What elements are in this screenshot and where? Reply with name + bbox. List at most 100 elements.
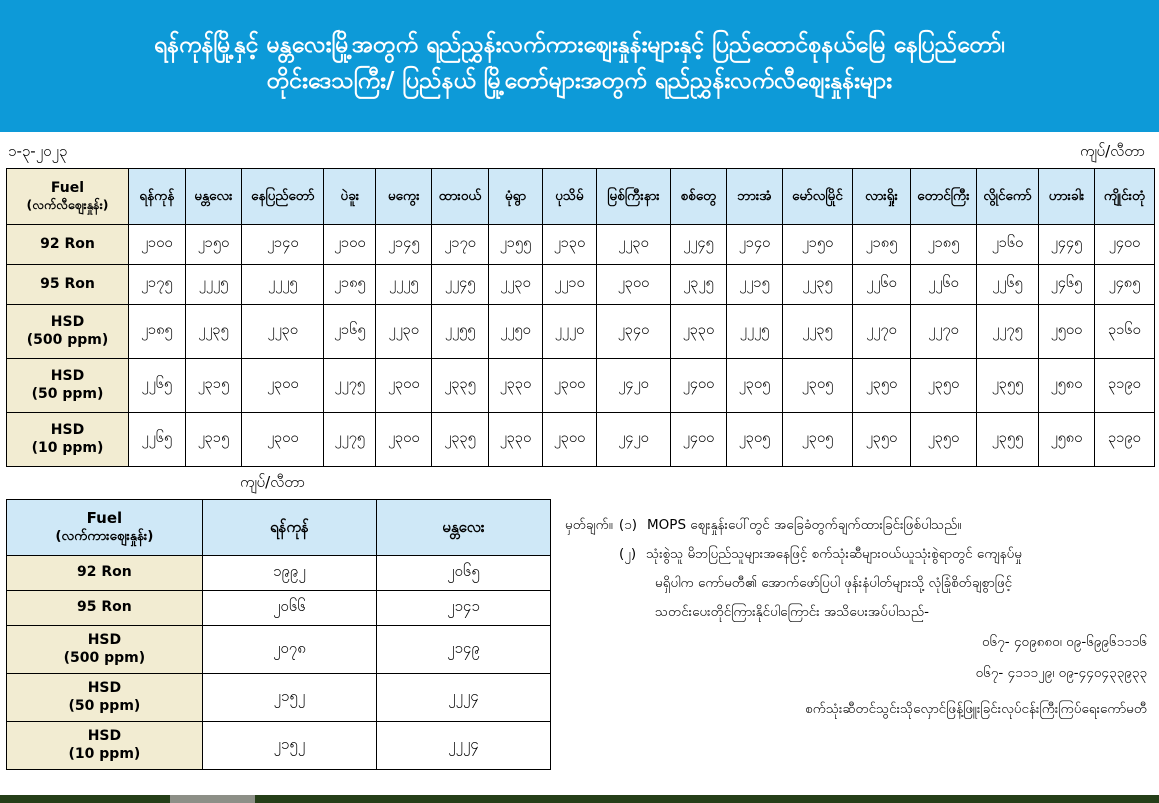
city-column-header-12: လားရှိုး — [852, 168, 911, 225]
price-cell: ၂၁၈၅ — [128, 304, 186, 359]
row-label-1: 95 Ron — [6, 590, 203, 626]
price-cell: ၂၂၆၀ — [910, 264, 977, 305]
price-cell: ၂၁၇၅ — [128, 264, 186, 305]
price-cell: ၂၀၆၅ — [375, 555, 552, 591]
price-cell: ၂၂၄၅ — [670, 224, 727, 265]
price-cell: ၂၁၈၅ — [910, 224, 977, 265]
price-cell: ၂၃၀၀ — [375, 412, 433, 467]
price-cell: ၂၂၃၅ — [184, 304, 243, 359]
footer-strip-segment-left — [0, 795, 170, 803]
price-cell: ၂၃၅၀ — [852, 358, 911, 413]
row-label-sub-4: (10 ppm) — [31, 439, 104, 456]
issuing-committee-label: စက်သုံးဆီတင်သွင်းသိုလှောင်ဖြန့်ဖြူးခြင်း… — [805, 701, 1147, 718]
price-cell: ၂၄၄၅ — [1038, 224, 1095, 265]
city-column-header-3: ပဲခူး — [323, 168, 377, 225]
price-cell: ၂၂၃၅ — [782, 264, 853, 305]
table-row: HSD (10 ppm) ၂၂၆၅ ၂၃၁၅ ၂၃၀၀ ၂၂၇၅ ၂၃၀၀ ၂၃… — [6, 412, 1155, 467]
city-column-header-14: လွိုင်ကော် — [976, 168, 1039, 225]
table-row: HSD (500 ppm) ၂၀၇၈ ၂၁၄၉ — [6, 625, 552, 674]
price-cell: ၂၄၂၀ — [596, 358, 671, 413]
row-label-text-0: 92 Ron — [77, 564, 132, 581]
price-cell: ၂၃၁၅ — [184, 358, 243, 413]
price-cell: ၂၃၀၅ — [782, 358, 853, 413]
price-cell: ၂၂၇၅ — [323, 358, 377, 413]
city-column-header-6: မုံရွာ — [488, 168, 543, 225]
price-cell: ၂၁၅၅ — [488, 224, 543, 265]
price-cell: ၂၂၅၅ — [431, 304, 489, 359]
price-cell: ၂၁၈၅ — [852, 224, 911, 265]
note-number-2: (၂) — [619, 546, 637, 563]
price-cell: ၂၂၃၀ — [596, 224, 671, 265]
retail-price-table-body: 92 Ron ၂၁၀၀ ၂၁၅၀ ၂၁၄၀ ၂၁၀၀ ၂၁၄၅ ၂၁၇၀ ၂၁၅… — [6, 224, 1155, 467]
city-column-header-9: စစ်တွေ — [670, 168, 727, 225]
main-price-table-wrapper: Fuel (လက်လီဈေးနှုန်း) ရန်ကုန် မန္တလေး နေ… — [0, 168, 1159, 467]
price-cell: ၂၁၆၅ — [323, 304, 377, 359]
row-label-text-3: HSD — [50, 368, 85, 384]
city-column-header-16: ကျိုင်းတုံ — [1094, 168, 1155, 225]
currency-unit-label: ကျပ်/လီတာ — [1079, 142, 1145, 160]
city-column-header-2: နေပြည်တော် — [241, 168, 325, 225]
price-cell: ၂၁၀၀ — [128, 224, 186, 265]
row-label-text-3: HSD — [87, 680, 122, 696]
price-cell: ၂၁၈၅ — [323, 264, 377, 305]
price-cell: ၂၂၇၅ — [323, 412, 377, 467]
price-cell: ၂၂၂၀ — [542, 304, 597, 359]
notes-section: မှတ်ချက်။ (၁) MOPS ဈေးနှုန်းပေါ်တွင် အခြ… — [551, 499, 1153, 724]
city-column-header-10: ဘားအံ — [726, 168, 783, 225]
price-cell: ၂၅၈၀ — [1038, 412, 1095, 467]
banner-title-line-1: ရန်ကုန်မြို့နှင့် မန္တလေးမြို့အတွက် ရည်ည… — [153, 32, 1006, 59]
price-cell: ၂၃၀၅ — [726, 358, 783, 413]
price-cell: ၂၃၀၀ — [241, 412, 325, 467]
note-text-2-line-3: သတင်းပေးတိုင်ကြားနိုင်ပါကြောင်း အသိပေးအပ… — [655, 604, 929, 621]
price-cell: ၂၄၂၀ — [596, 412, 671, 467]
city-column-header-5: ထားဝယ် — [431, 168, 489, 225]
price-cell: ၂၄၀၀ — [670, 412, 727, 467]
row-label-1: 95 Ron — [6, 264, 129, 305]
city-column-header-1: မန္တလေး — [184, 168, 243, 225]
fuel-column-header: Fuel (လက်လီဈေးနှုန်း) — [6, 168, 129, 225]
row-label-text-4: HSD — [87, 728, 122, 744]
wholesale-price-table: Fuel (လက်ကားဈေးနှုန်း) ရန်ကုန် မန္တလေး 9… — [6, 499, 552, 770]
price-cell: ၂၃၅၀ — [852, 412, 911, 467]
row-label-4: HSD (10 ppm) — [6, 412, 129, 467]
price-cell: ၁၉၉၂ — [201, 555, 377, 591]
price-cell: ၂၂၂၅ — [184, 264, 243, 305]
price-cell: ၂၃၀၅ — [726, 412, 783, 467]
price-cell: ၂၂၄၅ — [431, 264, 489, 305]
table-row: 92 Ron ၂၁၀၀ ၂၁၅၀ ၂၁၄၀ ၂၁၀၀ ၂၁၄၅ ၂၁၇၀ ၂၁၅… — [6, 224, 1155, 265]
fuel-header-sublabel: (လက်လီဈေးနှုန်း) — [26, 197, 109, 213]
price-cell: ၂၃၃၀ — [488, 412, 543, 467]
price-cell: ၂၃၃၀ — [488, 358, 543, 413]
price-cell: ၂၁၅၂ — [201, 721, 377, 770]
price-cell: ၂၂၆၀ — [852, 264, 911, 305]
city-column-header-4: မကွေး — [375, 168, 433, 225]
notes-heading: မှတ်ချက်။ — [565, 517, 613, 533]
contact-phone-line-2: ၀၆၇- ၄၁၁၁၂၉၊ ၀၉-၄၄၀၄၃၃၉၃၃ — [975, 665, 1147, 682]
price-cell: ၂၀၇၈ — [201, 625, 377, 674]
note-number-1: (၁) — [618, 517, 638, 533]
contact-phone-line-1: ၀၆၇- ၄၀၉၈၈၀၊ ၀၉-၆၉၉၆၁၁၁၆ — [982, 634, 1147, 651]
city-column-header-0: ရန်ကုန် — [128, 168, 186, 225]
price-cell: ၂၄၈၅ — [1094, 264, 1155, 305]
price-cell: ၂၃၅၀ — [910, 412, 977, 467]
fuel-header-sublabel: (လက်ကားဈေးနှုန်း) — [55, 528, 154, 545]
row-label-3: HSD (50 ppm) — [6, 673, 203, 722]
price-cell: ၂၁၆၀ — [976, 224, 1039, 265]
meta-row: ၁-၃-၂၀၂၃ ကျပ်/လီတာ — [0, 132, 1159, 168]
document-date: ၁-၃-၂၀၂၃ — [8, 142, 68, 160]
row-label-2: HSD (500 ppm) — [6, 304, 129, 359]
price-cell: ၂၅၀၀ — [1038, 304, 1095, 359]
price-cell: ၂၁၅၀ — [782, 224, 853, 265]
fuel-header-label: Fuel — [86, 508, 123, 527]
price-cell: ၂၃၃၀ — [670, 304, 727, 359]
table-row: 92 Ron ၁၉၉၂ ၂၀၆၅ — [6, 555, 552, 591]
row-label-text-2: HSD — [50, 314, 85, 330]
note-text-1: MOPS ဈေးနှုန်းပေါ်တွင် အခြေခံတွက်ချက်ထား… — [647, 517, 962, 533]
price-cell: ၂၂၃၀ — [375, 304, 433, 359]
fuel-header-label: Fuel — [50, 179, 85, 196]
row-label-sub-3: (50 ppm) — [31, 385, 104, 402]
price-cell: ၂၂၁၅ — [726, 264, 783, 305]
table-row: HSD (50 ppm) ၂၂၆၅ ၂၃၁၅ ၂၃၀၀ ၂၂၇၅ ၂၃၀၀ ၂၃… — [6, 358, 1155, 413]
price-cell: ၂၃၄၀ — [596, 304, 671, 359]
wholesale-table-wrapper: Fuel (လက်ကားဈေးနှုန်း) ရန်ကုန် မန္တလေး 9… — [6, 499, 552, 770]
